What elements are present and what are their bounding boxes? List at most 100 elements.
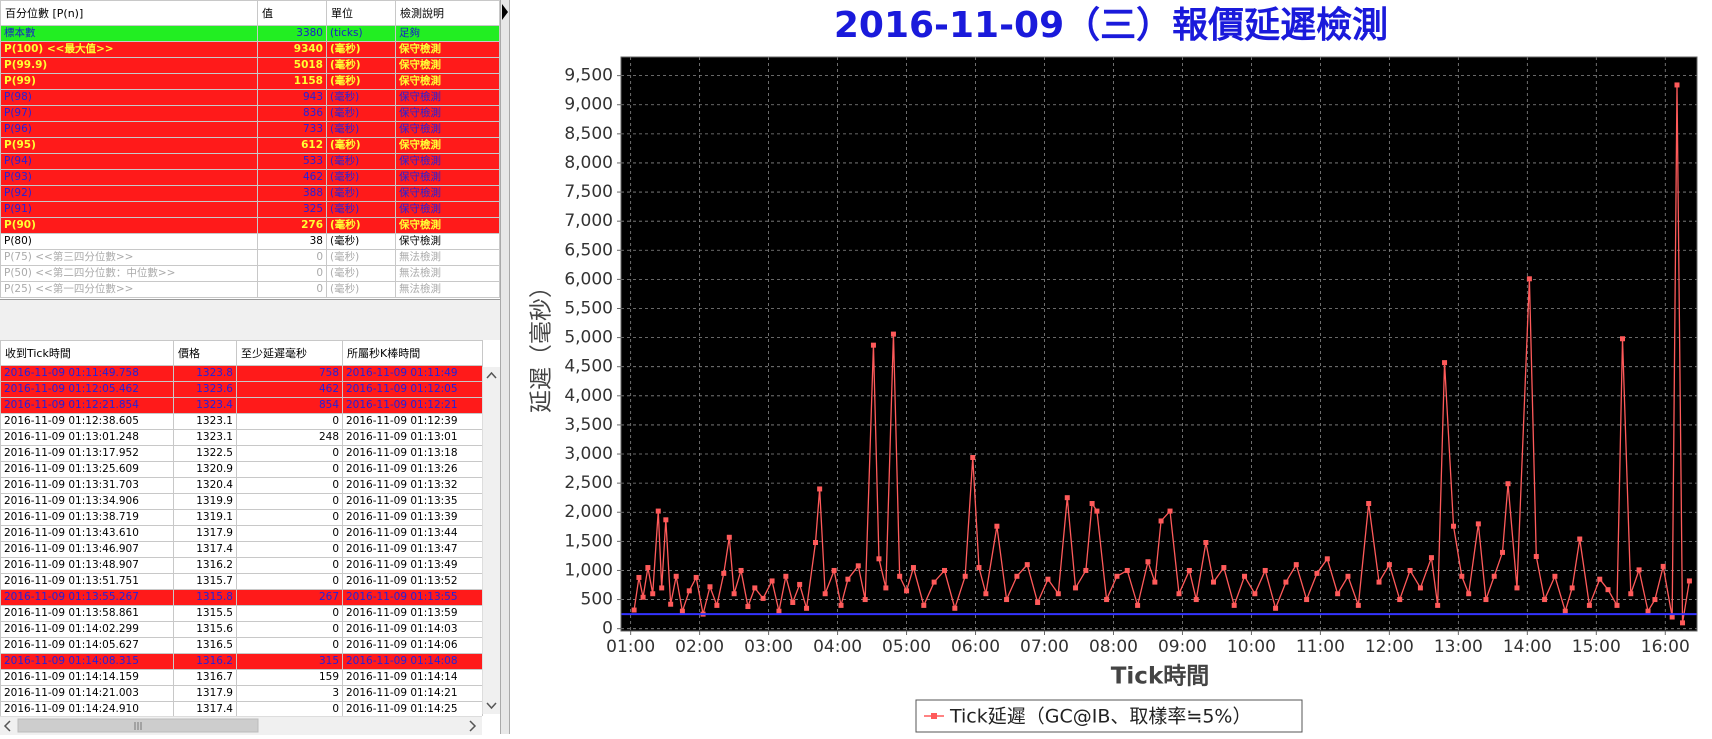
chart-title: 2016-11-09（三）報價延遲檢測: [834, 4, 1388, 46]
column-header: 所屬秒K棒時間: [342, 340, 483, 366]
y-tick-label: 2,000: [564, 502, 613, 522]
table-row: 2016-11-09 01:13:48.907 1316.2 0 2016-11-09…: [0, 557, 483, 574]
scroll-track: [3, 718, 477, 733]
table-cell: 無法檢測: [395, 281, 500, 298]
table-cell: 2016-11-09 01:14:14: [342, 669, 483, 686]
table-cell: (毫秒): [326, 217, 396, 234]
x-tick-label: 06:00: [951, 637, 1000, 657]
data-point: [721, 570, 727, 576]
column-header: 檢測說明: [395, 0, 500, 26]
table-cell: 248: [236, 429, 343, 446]
table-cell: 1322.5: [173, 445, 237, 462]
y-tick-label: 500: [581, 590, 613, 610]
data-point: [1035, 599, 1041, 605]
data-point: [686, 588, 692, 594]
tick-table: 收到Tick時間 價格 至少延遲毫秒 所屬秒K棒時間 2016-11-09 01:11…: [0, 340, 500, 716]
data-point: [745, 604, 751, 610]
series-line: [633, 84, 1691, 623]
data-point: [983, 591, 989, 597]
data-point: [1176, 591, 1182, 597]
table-cell: 保守檢測: [395, 105, 500, 122]
table-row: P(80) 38 (毫秒) 保守檢測: [0, 233, 500, 250]
data-point: [1397, 597, 1403, 603]
x-tick-label: 07:00: [1020, 637, 1069, 657]
data-point: [1674, 82, 1680, 88]
table-cell: P(91): [0, 201, 258, 218]
y-tick-label: 2,500: [564, 473, 613, 493]
data-point: [797, 581, 803, 587]
table-cell: 無法檢測: [395, 249, 500, 266]
data-point: [1004, 597, 1010, 603]
y-tick-label: 6,500: [564, 240, 613, 260]
horizontal-scrollbar[interactable]: [0, 716, 482, 735]
table-cell: P(99.9): [0, 57, 258, 74]
table-cell: 2016-11-09 01:12:21.854: [0, 397, 174, 414]
x-axis-label: Tick時間: [1111, 664, 1210, 690]
data-point: [1417, 585, 1423, 591]
table-cell: P(96): [0, 121, 258, 138]
table-cell: P(94): [0, 153, 258, 170]
data-point: [1475, 521, 1481, 527]
data-point: [817, 486, 823, 492]
data-point: [1533, 553, 1539, 559]
data-point: [631, 607, 637, 613]
data-point: [668, 601, 674, 607]
table-cell: 267: [236, 589, 343, 606]
data-point: [910, 565, 916, 571]
data-point: [1466, 591, 1472, 597]
data-point: [1083, 567, 1089, 573]
data-point: [1304, 597, 1310, 603]
table-cell: 2016-11-09 01:14:08: [342, 653, 483, 670]
data-point: [941, 567, 947, 573]
table-cell: (毫秒): [326, 265, 396, 282]
legend-marker: [931, 713, 937, 719]
scroll-arrows: [486, 371, 497, 710]
table-cell: 2016-11-09 01:14:24.910: [0, 701, 174, 716]
table-cell: 315: [236, 653, 343, 670]
table-cell: 2016-11-09 01:14:03: [342, 621, 483, 638]
data-point: [1569, 585, 1575, 591]
data-point: [870, 342, 876, 348]
table-row: P(75) <<第三四分位數>> 0 (毫秒) 無法檢測: [0, 249, 500, 266]
table-cell: 2016-11-09 01:13:44: [342, 525, 483, 542]
table-cell: 2016-11-09 01:13:32: [342, 477, 483, 494]
table-cell: 533: [257, 153, 327, 170]
data-point: [726, 534, 732, 540]
data-point: [1645, 608, 1651, 614]
data-point: [970, 455, 976, 461]
data-point: [1167, 508, 1173, 514]
table-cell: (毫秒): [326, 281, 396, 298]
x-tick-label: 04:00: [813, 637, 862, 657]
data-point: [659, 585, 665, 591]
splitter-arrow: [502, 4, 508, 20]
data-point: [640, 594, 646, 600]
data-point: [707, 584, 713, 590]
table-cell: P(75) <<第三四分位數>>: [0, 249, 258, 266]
data-point: [1483, 597, 1489, 603]
table-cell: 足夠: [395, 25, 500, 42]
data-point: [1562, 608, 1568, 614]
table-cell: 2016-11-09 01:14:08.315: [0, 653, 174, 670]
data-point: [1459, 573, 1465, 579]
data-point: [769, 578, 775, 584]
table-cell: (毫秒): [326, 249, 396, 266]
table-cell: 1315.7: [173, 573, 237, 590]
data-point: [813, 540, 819, 546]
data-point: [1577, 536, 1583, 542]
table-cell: P(98): [0, 89, 258, 106]
data-point: [1636, 567, 1642, 573]
table-cell: 0: [236, 557, 343, 574]
table-row: 2016-11-09 01:14:08.315 1316.2 315 2016-11-…: [0, 653, 483, 670]
table-row: P(92) 388 (毫秒) 保守檢測: [0, 185, 500, 202]
table-cell: 保守檢測: [395, 41, 500, 58]
data-point: [1505, 481, 1511, 487]
column-header: 百分位數 [P(n)]: [0, 0, 258, 26]
vertical-scrollbar[interactable]: [482, 367, 500, 714]
data-point: [790, 599, 796, 605]
data-point: [1135, 602, 1141, 608]
splitter[interactable]: [500, 0, 510, 734]
header-row[interactable]: 收到Tick時間 價格 至少延遲毫秒 所屬秒K棒時間: [0, 340, 483, 366]
data-point: [1491, 573, 1497, 579]
table-cell: 0: [236, 445, 343, 462]
table-cell: 0: [236, 621, 343, 638]
